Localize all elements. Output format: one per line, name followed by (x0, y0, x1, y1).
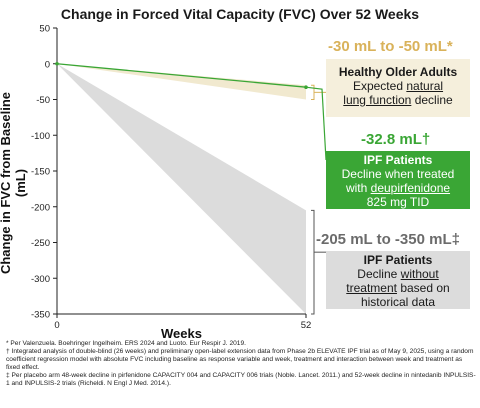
band-1 (57, 63, 306, 314)
treated-box-line2: with deupirfenidone (345, 181, 451, 195)
y-tick-label: -100 (31, 131, 50, 142)
treated-connector (305, 86, 327, 161)
untreated-box-line3: historical data (360, 295, 436, 309)
treated-value-label: -32.8 mL† (361, 131, 431, 148)
y-tick-label: -250 (31, 238, 50, 249)
healthy-box-title: Healthy Older Adults (338, 65, 458, 79)
treated-box: IPF Patients Decline when treated with d… (326, 151, 470, 209)
healthy-box-line1: Expected natural (352, 79, 444, 93)
y-tick-label: 50 (39, 24, 50, 35)
treated-box-title: IPF Patients (363, 153, 433, 167)
x-axis-label: Weeks (161, 326, 202, 341)
untreated-box-line2: treatment based on (346, 281, 450, 295)
y-tick-label: -200 (31, 202, 50, 213)
chart-title: Change in Forced Vital Capacity (FVC) Ov… (60, 6, 420, 22)
y-tick-label: -150 (31, 167, 50, 178)
y-tick-label: 0 (45, 59, 50, 70)
series-point-0 (304, 85, 308, 90)
untreated-bracket (311, 209, 315, 315)
treated-box-line3: 825 mg TID (366, 195, 430, 209)
footnote-1: * Per Valenzuela. Boehringer Ingelheim. … (6, 340, 246, 347)
x-tick-label: 0 (54, 320, 59, 331)
healthy-range-label: -30 mL to -50 mL* (328, 38, 453, 55)
y-tick-label: -300 (31, 274, 50, 285)
untreated-range-label: -205 mL to -350 mL‡ (316, 231, 460, 248)
footnote-3: ‡ Per placebo arm 48-week decline in pir… (6, 371, 476, 387)
x-tick-label: 52 (301, 320, 312, 331)
y-tick-label: -50 (36, 95, 50, 106)
untreated-box: IPF Patients Decline without treatment b… (326, 251, 470, 309)
series-point-0 (55, 61, 59, 66)
untreated-box-title: IPF Patients (363, 253, 433, 267)
healthy-box: Healthy Older Adults Expected natural lu… (326, 59, 470, 117)
y-tick-label: -350 (31, 310, 50, 321)
footnotes: * Per Valenzuela. Boehringer Ingelheim. … (6, 340, 476, 387)
series-line-0 (56, 63, 307, 88)
y-axis-label: Change in FVC from Baseline (mL) (0, 91, 28, 275)
healthy-box-line2: lung function decline (343, 93, 453, 107)
footnote-2: † Integrated analysis of double-blind (2… (6, 347, 474, 371)
untreated-box-line1: Decline without (357, 267, 439, 281)
band-0 (57, 63, 306, 100)
treated-box-line1: Decline when treated (341, 167, 455, 181)
